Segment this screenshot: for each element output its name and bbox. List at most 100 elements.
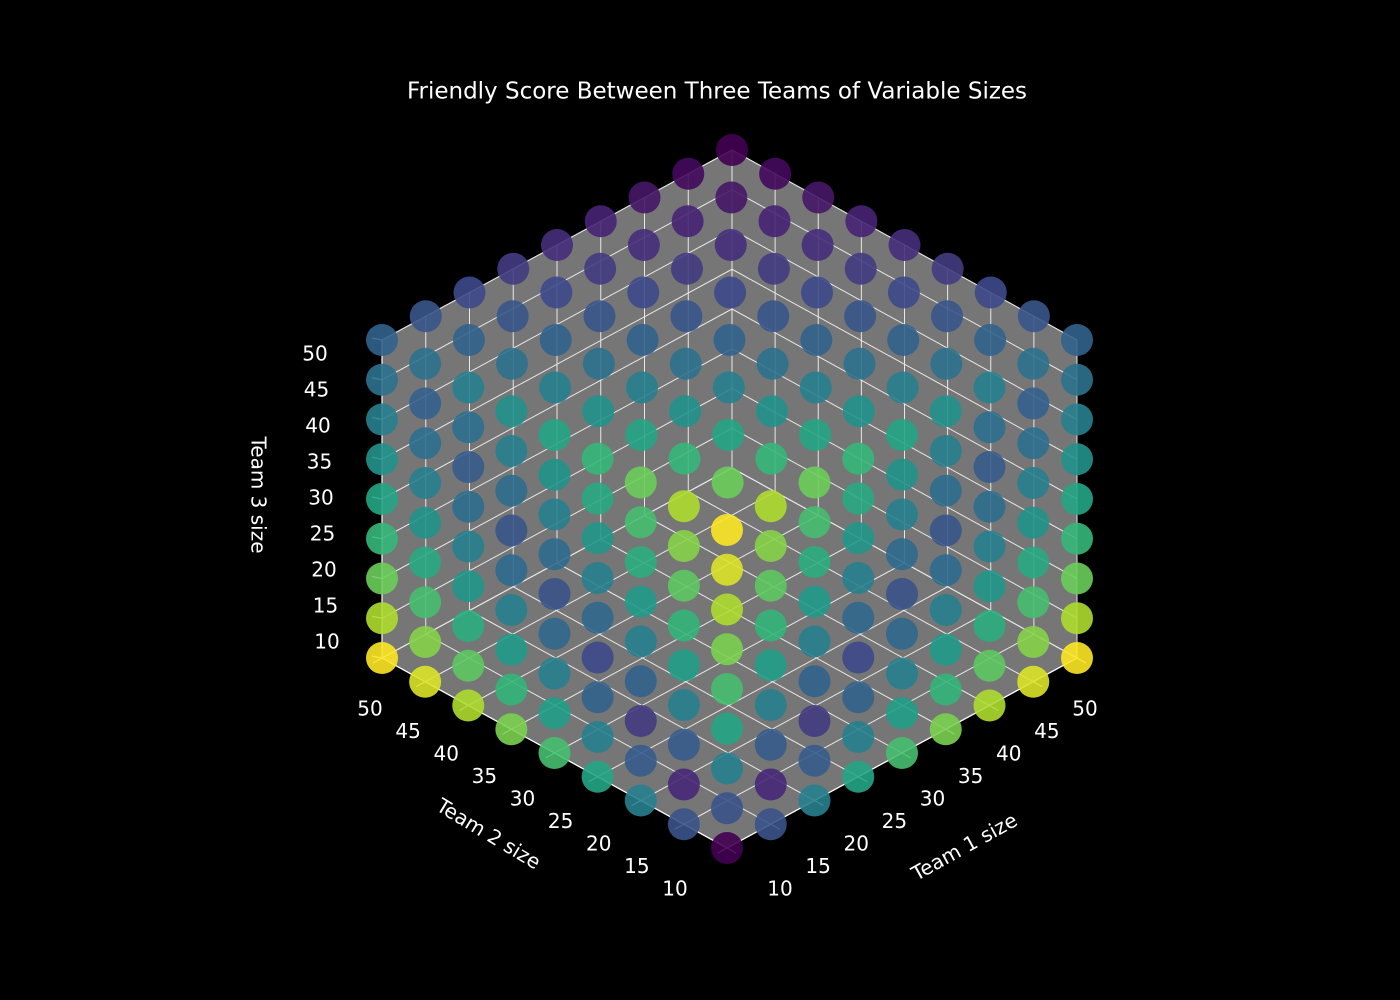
point xyxy=(711,712,743,745)
z-axis-label: Team 3 size xyxy=(247,435,271,553)
point xyxy=(538,737,571,769)
point xyxy=(669,395,702,428)
x-tick-label: 45 xyxy=(1034,719,1059,743)
point xyxy=(581,562,614,594)
point xyxy=(886,737,918,769)
point xyxy=(758,205,791,238)
point xyxy=(886,498,918,531)
point xyxy=(715,181,748,214)
point xyxy=(887,324,920,356)
point xyxy=(886,458,918,491)
point xyxy=(801,229,834,261)
point xyxy=(973,570,1006,603)
point xyxy=(754,530,787,562)
point xyxy=(929,673,962,706)
point xyxy=(495,554,528,587)
point xyxy=(886,657,918,690)
point xyxy=(366,403,398,436)
point xyxy=(581,442,614,475)
point xyxy=(1061,562,1093,595)
point xyxy=(366,522,398,555)
point xyxy=(842,601,875,634)
point xyxy=(842,562,875,594)
point xyxy=(711,514,743,546)
point xyxy=(539,324,572,356)
points xyxy=(366,134,1093,864)
point xyxy=(844,300,877,333)
point xyxy=(538,498,571,531)
point xyxy=(452,371,485,404)
point xyxy=(711,593,743,626)
point xyxy=(931,252,964,285)
point xyxy=(756,395,788,428)
point xyxy=(712,419,745,451)
point xyxy=(669,347,702,380)
point xyxy=(713,324,746,356)
point xyxy=(712,371,745,404)
point xyxy=(538,419,571,451)
point xyxy=(1017,300,1050,333)
point xyxy=(842,721,875,753)
point xyxy=(667,689,700,721)
point xyxy=(624,585,657,618)
point xyxy=(798,784,831,817)
point xyxy=(668,442,701,475)
point xyxy=(842,681,875,714)
point xyxy=(452,411,485,444)
grid-line xyxy=(381,308,733,500)
point xyxy=(801,276,833,309)
point xyxy=(973,689,1006,722)
point xyxy=(667,609,700,642)
x-tick-label: 50 xyxy=(1072,697,1097,721)
y-tick-label: 25 xyxy=(548,809,573,833)
point xyxy=(409,347,442,380)
point xyxy=(409,427,442,460)
point xyxy=(886,697,918,730)
point xyxy=(452,610,485,642)
point xyxy=(842,395,875,428)
point xyxy=(929,633,962,666)
y-tick-label: 20 xyxy=(586,832,611,856)
point xyxy=(581,721,614,753)
point xyxy=(1017,626,1050,658)
point xyxy=(929,474,962,507)
point xyxy=(754,808,787,841)
point xyxy=(931,300,963,333)
point xyxy=(800,324,833,356)
point xyxy=(1017,506,1050,539)
point xyxy=(667,808,700,841)
point xyxy=(409,467,442,499)
point xyxy=(929,395,962,428)
point xyxy=(541,229,573,261)
point xyxy=(452,689,485,722)
x-tick-label: 35 xyxy=(958,764,983,788)
point xyxy=(581,482,614,515)
point xyxy=(582,347,615,380)
point xyxy=(624,625,657,658)
point xyxy=(716,134,748,166)
point xyxy=(886,419,918,451)
z-tick-label: 35 xyxy=(307,450,332,474)
point xyxy=(887,276,920,309)
point xyxy=(452,570,485,603)
z-tick-label: 45 xyxy=(304,378,329,402)
point xyxy=(366,562,398,595)
point xyxy=(1017,427,1050,460)
point xyxy=(842,442,875,475)
point xyxy=(886,538,918,571)
point xyxy=(624,466,657,499)
point xyxy=(802,181,835,214)
point xyxy=(409,546,442,579)
point xyxy=(667,530,700,562)
z-tick-label: 50 xyxy=(302,342,327,366)
point xyxy=(452,324,485,356)
point xyxy=(929,514,962,547)
labels: 10 15 20 25 30 35 40 45 50 10 15 20 25 30 35 40 45 50 10 15… xyxy=(302,342,1097,901)
point xyxy=(757,252,790,285)
y-tick-label: 45 xyxy=(395,719,420,743)
point xyxy=(973,411,1006,444)
x-tick-label: 40 xyxy=(996,742,1021,766)
point xyxy=(667,490,700,523)
point xyxy=(495,673,528,706)
